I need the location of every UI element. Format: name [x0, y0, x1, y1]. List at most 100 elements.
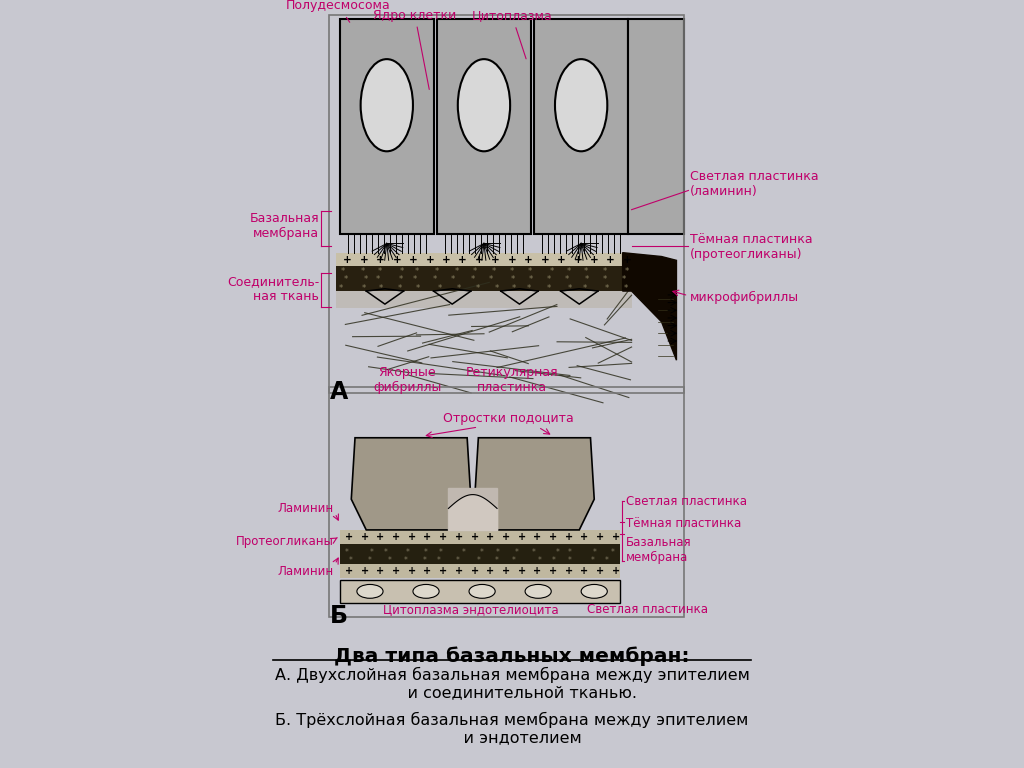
Text: *: * [551, 556, 555, 565]
Text: *: * [339, 283, 343, 293]
Polygon shape [475, 438, 594, 530]
Text: *: * [583, 283, 587, 293]
Text: +: + [486, 531, 495, 542]
Bar [340, 530, 621, 544]
Text: *: * [538, 556, 542, 565]
Text: *: * [564, 275, 568, 284]
Text: *: * [455, 266, 459, 276]
Polygon shape [351, 438, 471, 530]
Text: +: + [424, 565, 431, 576]
Text: *: * [527, 266, 531, 276]
Text: +: + [360, 531, 369, 542]
Text: *: * [400, 266, 404, 276]
Text: *: * [416, 283, 420, 293]
Text: А. Двухслойная базальная мембрана между эпителием
    и соединительной тканью.: А. Двухслойная базальная мембрана между … [274, 667, 750, 700]
Text: +: + [596, 565, 604, 576]
Text: +: + [439, 531, 447, 542]
Bar [329, 387, 684, 617]
Text: +: + [581, 531, 589, 542]
Text: +: + [502, 565, 510, 576]
Text: *: * [488, 275, 493, 284]
Text: +: + [623, 254, 632, 265]
Text: +: + [345, 531, 353, 542]
Text: Ядро клетки: Ядро клетки [373, 8, 457, 89]
Text: *: * [379, 283, 383, 293]
Text: Светлая пластинка: Светлая пластинка [626, 495, 746, 508]
Text: *: * [369, 556, 372, 565]
Text: *: * [510, 266, 514, 276]
Text: Цитоплазма эндотелиоцита: Цитоплазма эндотелиоцита [383, 603, 559, 616]
Text: *: * [602, 275, 606, 284]
Text: *: * [364, 275, 369, 284]
Text: *: * [341, 266, 345, 276]
Text: +: + [360, 565, 369, 576]
Bar [336, 266, 632, 291]
Text: *: * [457, 283, 461, 293]
Ellipse shape [555, 59, 607, 151]
Text: *: * [603, 266, 607, 276]
Text: *: * [370, 548, 373, 557]
Text: *: * [546, 275, 551, 284]
Text: *: * [477, 556, 481, 565]
Bar [437, 19, 530, 234]
Text: +: + [565, 565, 572, 576]
Text: +: + [377, 531, 384, 542]
Text: +: + [606, 254, 615, 265]
Text: *: * [377, 266, 382, 276]
Text: Светлая пластинка: Светлая пластинка [587, 603, 708, 616]
Text: +: + [377, 565, 384, 576]
Text: *: * [362, 283, 367, 293]
Text: *: * [495, 556, 499, 565]
Text: *: * [550, 266, 554, 276]
Text: *: * [591, 556, 595, 565]
Text: *: * [438, 283, 442, 293]
Text: +: + [455, 565, 463, 576]
Text: *: * [604, 283, 608, 293]
Text: *: * [435, 266, 439, 276]
Text: *: * [568, 556, 571, 565]
Text: +: + [534, 565, 542, 576]
Text: *: * [547, 283, 551, 293]
Text: *: * [360, 266, 365, 276]
Text: +: + [534, 531, 542, 542]
Text: +: + [557, 254, 565, 265]
Text: Цитоплазма: Цитоплазма [472, 9, 552, 59]
Bar [336, 291, 632, 308]
Text: Базальная
мембрана: Базальная мембрана [626, 536, 691, 564]
Text: *: * [496, 548, 500, 557]
Text: *: * [476, 283, 480, 293]
Text: *: * [414, 275, 418, 284]
Text: +: + [492, 254, 500, 265]
Text: *: * [610, 548, 614, 557]
Text: +: + [508, 254, 516, 265]
Text: *: * [473, 266, 477, 276]
Text: *: * [495, 283, 499, 293]
Text: +: + [518, 531, 525, 542]
Text: +: + [524, 254, 532, 265]
Text: +: + [343, 254, 352, 265]
Text: Б. Трёхслойная базальная мембрана между эпителием
    и эндотелием: Б. Трёхслойная базальная мембрана между … [275, 712, 749, 746]
Text: +: + [549, 531, 557, 542]
Text: *: * [462, 548, 466, 557]
Text: *: * [345, 548, 349, 557]
Text: *: * [556, 548, 560, 557]
Text: Соединитель-
ная ткань: Соединитель- ная ткань [227, 275, 319, 303]
Bar [336, 253, 632, 266]
Ellipse shape [525, 584, 551, 598]
Text: *: * [511, 275, 515, 284]
Text: +: + [345, 565, 353, 576]
Text: *: * [622, 275, 626, 284]
Ellipse shape [413, 584, 439, 598]
Text: *: * [451, 275, 455, 284]
Text: +: + [425, 254, 434, 265]
Text: +: + [565, 531, 572, 542]
Text: *: * [437, 556, 441, 565]
Text: +: + [439, 565, 447, 576]
Text: +: + [408, 565, 416, 576]
Text: +: + [581, 565, 589, 576]
Text: Протеогликаны: Протеогликаны [237, 535, 334, 548]
Text: +: + [359, 254, 369, 265]
Text: *: * [388, 556, 392, 565]
Text: +: + [612, 531, 620, 542]
Text: +: + [459, 254, 467, 265]
